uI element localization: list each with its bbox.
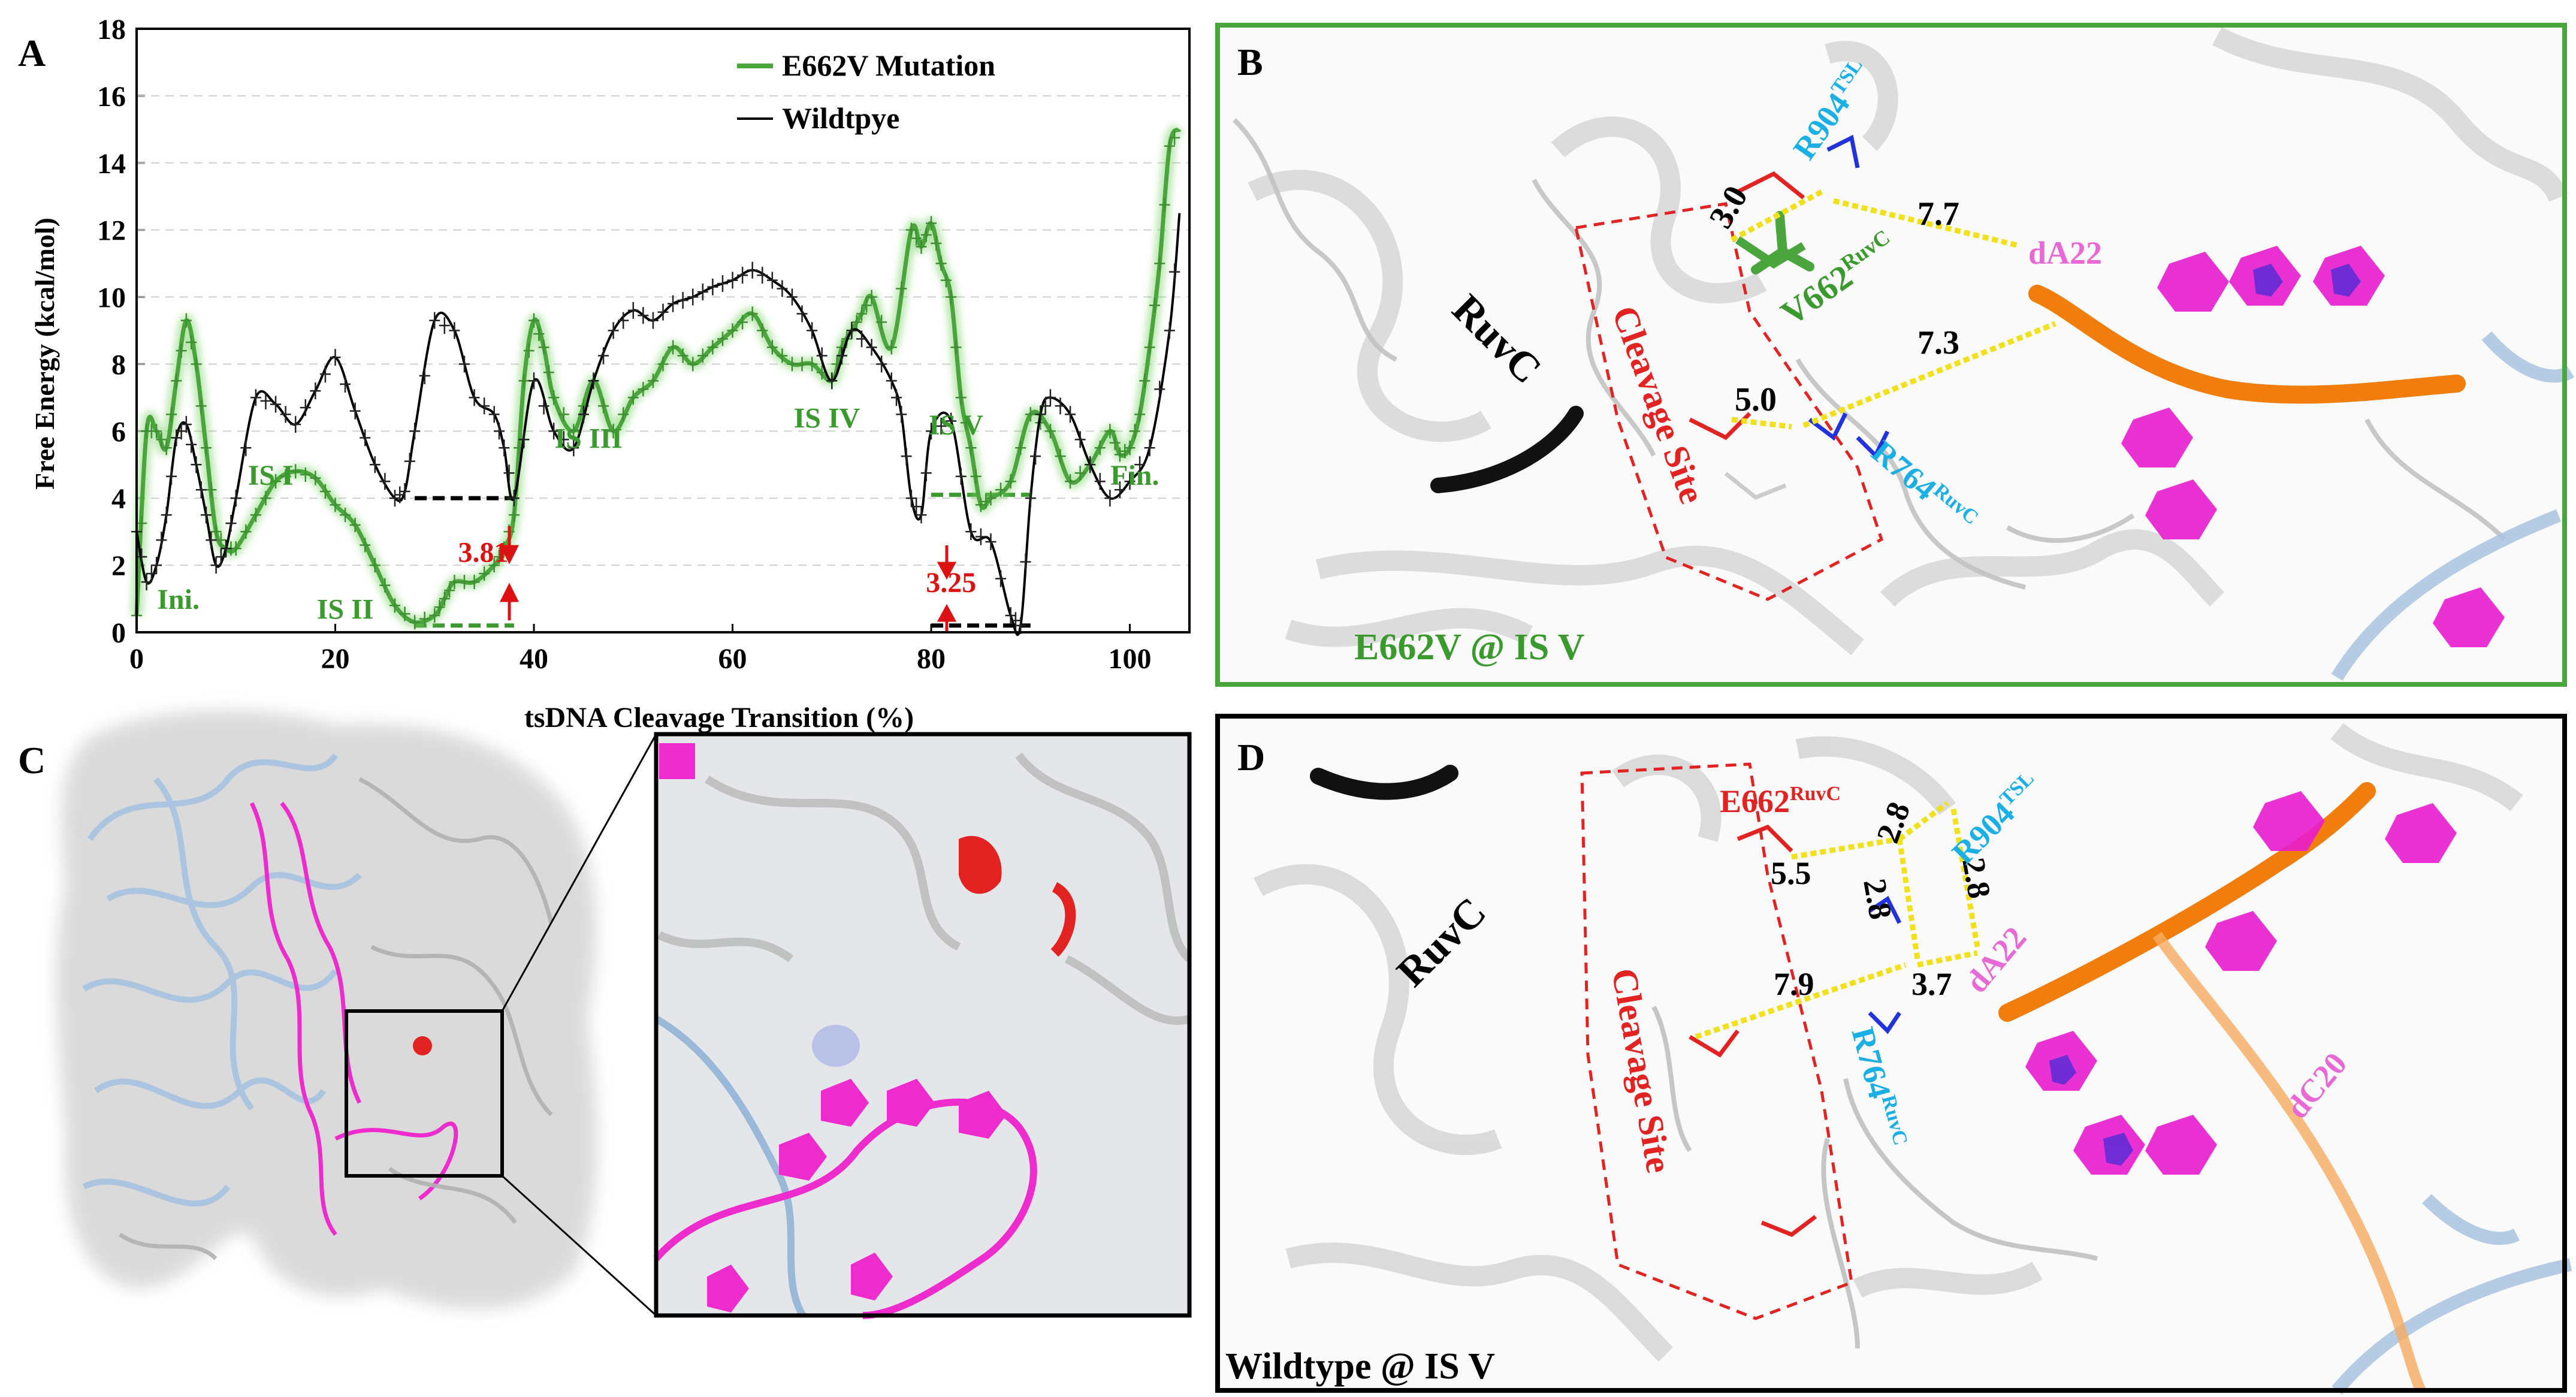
y-axis: 0 2 4 6 8 10 12 14 16 18 (97, 14, 145, 649)
distance-labels-d: 2.8 5.5 2.8 2.8 7.9 3.7 (1771, 797, 1998, 1002)
zoom-line-bottom (501, 1175, 657, 1317)
inset-ribbon-blue (654, 1015, 807, 1318)
zoom-inset-frame (654, 732, 1192, 1318)
y-tick-label: 6 (111, 416, 126, 448)
dna-strand-orange-d (2152, 931, 2426, 1393)
inset-bases (659, 743, 1007, 1312)
e662-label-d: E662RuvC (1720, 783, 1841, 819)
state-label-d: Wildtype @ IS V (1225, 1346, 1495, 1387)
ruvc-strand-b (1430, 406, 1584, 493)
panel-label-a: A (18, 32, 46, 74)
inset-blue-residue (812, 1025, 860, 1067)
ruvc-strand-d (1310, 765, 1458, 800)
dna-backbone-d (1998, 782, 2376, 1022)
x-tick-label: 20 (321, 643, 350, 675)
da22-label-b: dA22 (2028, 235, 2102, 271)
panel-b: 3.0 7.7 7.3 5.0 B RuvC Cleavage Site R90… (1215, 23, 2575, 687)
chart-annotation: IS IV (794, 403, 860, 435)
dna-backbone-b (2028, 285, 2466, 404)
chart-annotation: 3.25 (926, 567, 976, 599)
distance-lines-b (1730, 189, 2056, 430)
distance-label-d-5: 7.9 (1774, 966, 1814, 1002)
distance-label-b-3: 7.3 (1917, 324, 1959, 361)
x-tick-label: 80 (917, 643, 946, 675)
protein-loops-d (1651, 1006, 2098, 1349)
nucleotide-highlight-d (2049, 1055, 2133, 1166)
distance-label-b-4: 5.0 (1735, 381, 1777, 418)
active-site-marker (413, 1036, 432, 1055)
y-tick-label: 8 (111, 349, 126, 381)
series-line-e662v (134, 128, 1182, 625)
y-tick-label: 2 (111, 550, 126, 582)
protein-ribbons-b (1248, 26, 2568, 656)
distance-label-d-4: 2.8 (1955, 855, 1998, 901)
panel-label-c: C (18, 739, 46, 782)
protein-surface (56, 710, 597, 1310)
distance-lines-d (1695, 801, 1980, 1040)
chart-annotations: Ini. IS I IS II IS III IS IV IS V Fin. 3.81 3.25 (157, 403, 1159, 626)
state-label-b: E662V @ IS V (1354, 627, 1585, 668)
legend-label-e662v: E662V Mutation (782, 49, 995, 82)
y-tick-label: 16 (97, 81, 126, 113)
inset-ribbons-gray (657, 752, 1192, 1025)
chart-annotation: IS I (248, 460, 294, 491)
protein-ribbon-gray (119, 777, 554, 1260)
inset-active-residue (959, 835, 1002, 894)
x-tick-label: 40 (520, 643, 548, 675)
y-axis-label: Free Energy (kcal/mol) (29, 218, 60, 490)
legend-label-wildtype: Wildtpye (782, 101, 899, 135)
y-tick-label: 18 (97, 14, 126, 46)
x-axis: 0 20 40 60 80 100 (129, 624, 1152, 675)
y-tick-label: 14 (97, 148, 126, 180)
zoom-line-top (501, 734, 657, 1012)
distance-label-d-6: 3.7 (1911, 966, 1952, 1002)
chart-annotation: IS III (554, 423, 622, 454)
cleavage-site-outline-d (1580, 762, 1853, 1320)
chart-annotation: IS V (929, 409, 984, 441)
zoom-box (345, 1009, 504, 1178)
barrier-arrows (499, 526, 957, 632)
x-axis-label: tsDNA Cleavage Transition (%) (524, 702, 914, 734)
plot-frame (135, 28, 1191, 633)
panel-d: 2.8 5.5 2.8 2.8 7.9 3.7 D RuvC Cleavage … (1215, 714, 2572, 1395)
panel-label-b: B (1237, 41, 1263, 83)
panel-b-frame (1215, 23, 2567, 687)
chart-annotation: 3.81 (458, 537, 508, 569)
chart-annotation: Ini. (157, 584, 200, 615)
zoom-inset-background (656, 734, 1189, 1315)
grid (137, 95, 1189, 566)
panel-d-frame (1215, 714, 2567, 1393)
distance-label-b-2: 7.7 (1917, 195, 1959, 233)
chart-annotation: IS II (317, 594, 374, 626)
y-tick-label: 12 (97, 215, 126, 247)
panel-c: C (18, 710, 1192, 1319)
dna-strand-d (2332, 1194, 2572, 1395)
protein-ribbon-blue (82, 753, 362, 1207)
chart-annotation: Fin. (1110, 460, 1159, 491)
protein-loops-b (1233, 118, 2506, 590)
distance-label-d-3: 2.8 (1856, 876, 1899, 922)
y-tick-label: 10 (97, 282, 126, 314)
inset-active-helix (1050, 882, 1076, 957)
panel-label-d: D (1237, 736, 1265, 779)
y-tick-label: 0 (111, 617, 126, 649)
series-errorbars-wildtype (131, 261, 1180, 634)
x-tick-label: 0 (129, 643, 144, 675)
panel-b-background (1218, 25, 2565, 684)
y-tick-label: 4 (111, 483, 126, 515)
residue-sticks-d (1689, 824, 1902, 1237)
distance-label-d-2: 5.5 (1771, 855, 1811, 891)
x-tick-label: 100 (1109, 643, 1152, 675)
x-tick-label: 60 (718, 643, 747, 675)
nucleotide-highlight-b (2253, 264, 2361, 297)
legend: E662V Mutation Wildtpye (737, 49, 995, 135)
v662-residue (1751, 211, 1814, 274)
